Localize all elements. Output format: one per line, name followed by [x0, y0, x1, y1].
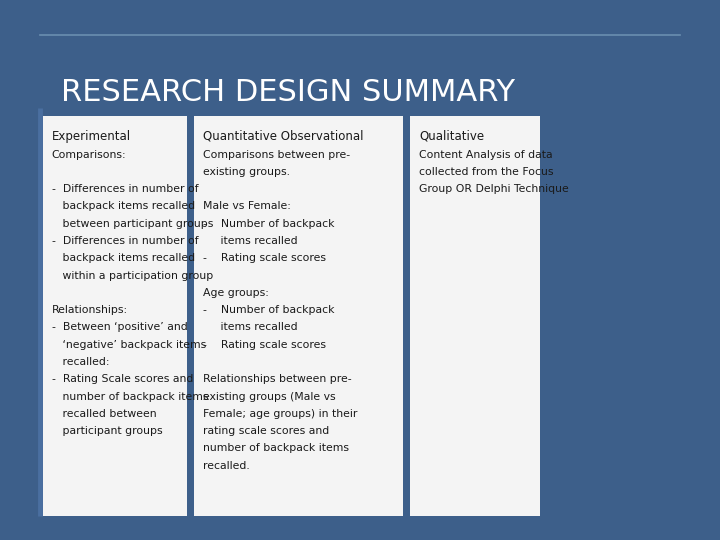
Text: -  Differences in number of: - Differences in number of	[52, 184, 199, 194]
Text: Female; age groups) in their: Female; age groups) in their	[203, 409, 357, 419]
Text: Comparisons between pre-: Comparisons between pre-	[203, 150, 350, 160]
Text: -  Between ‘positive’ and: - Between ‘positive’ and	[52, 322, 188, 333]
Text: -  Differences in number of: - Differences in number of	[52, 236, 199, 246]
Text: -    Number of backpack: - Number of backpack	[203, 219, 335, 229]
Text: Relationships between pre-: Relationships between pre-	[203, 374, 351, 384]
Text: Content Analysis of data: Content Analysis of data	[419, 150, 553, 160]
Text: number of backpack items: number of backpack items	[52, 392, 208, 402]
Text: within a participation group: within a participation group	[52, 271, 213, 281]
Text: items recalled: items recalled	[203, 236, 297, 246]
Text: -    Rating scale scores: - Rating scale scores	[203, 340, 326, 350]
Text: recalled:: recalled:	[52, 357, 109, 367]
Text: backpack items recalled: backpack items recalled	[52, 201, 195, 212]
Text: -  Rating Scale scores and: - Rating Scale scores and	[52, 374, 193, 384]
Text: RESEARCH DESIGN SUMMARY: RESEARCH DESIGN SUMMARY	[61, 78, 516, 107]
FancyBboxPatch shape	[43, 116, 187, 516]
Text: Experimental: Experimental	[52, 130, 131, 143]
Text: Relationships:: Relationships:	[52, 305, 128, 315]
Text: backpack items recalled: backpack items recalled	[52, 253, 195, 264]
Text: Quantitative Observational: Quantitative Observational	[203, 130, 364, 143]
Text: Group OR Delphi Technique: Group OR Delphi Technique	[419, 184, 569, 194]
Text: between participant groups: between participant groups	[52, 219, 213, 229]
FancyBboxPatch shape	[194, 116, 403, 516]
Text: -    Rating scale scores: - Rating scale scores	[203, 253, 326, 264]
Text: Qualitative: Qualitative	[419, 130, 484, 143]
Text: recalled.: recalled.	[203, 461, 250, 471]
Text: existing groups.: existing groups.	[203, 167, 290, 177]
Text: existing groups (Male vs: existing groups (Male vs	[203, 392, 336, 402]
Text: Male vs Female:: Male vs Female:	[203, 201, 291, 212]
Text: collected from the Focus: collected from the Focus	[419, 167, 554, 177]
Text: rating scale scores and: rating scale scores and	[203, 426, 329, 436]
Text: recalled between: recalled between	[52, 409, 156, 419]
Text: -    Number of backpack: - Number of backpack	[203, 305, 335, 315]
Text: ‘negative’ backpack items: ‘negative’ backpack items	[52, 340, 206, 350]
Text: items recalled: items recalled	[203, 322, 297, 333]
Text: number of backpack items: number of backpack items	[203, 443, 349, 454]
Text: Comparisons:: Comparisons:	[52, 150, 127, 160]
Text: Age groups:: Age groups:	[203, 288, 269, 298]
Text: participant groups: participant groups	[52, 426, 163, 436]
FancyBboxPatch shape	[410, 116, 540, 516]
